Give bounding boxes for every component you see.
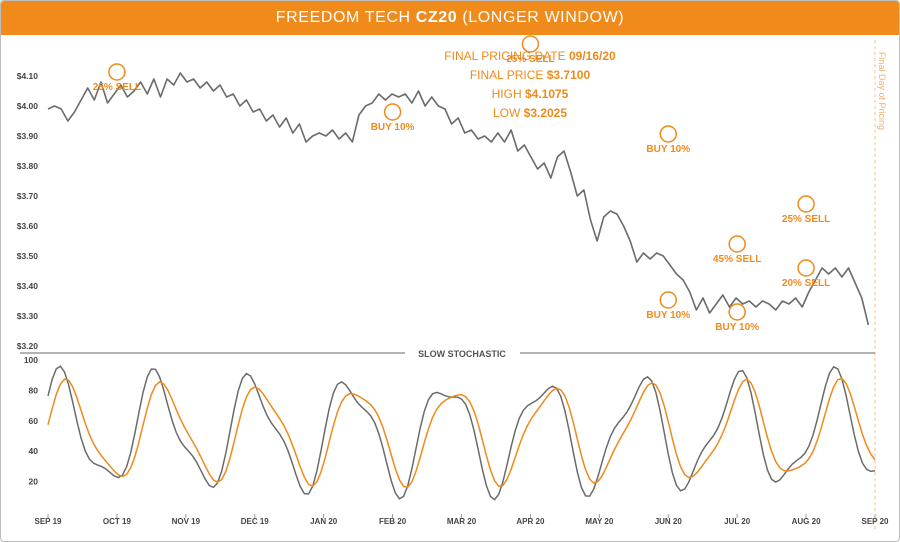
- annotation-label: 45% SELL: [713, 254, 761, 265]
- info-value: $3.7100: [547, 68, 591, 82]
- annotation-label: 25% SELL: [93, 82, 141, 93]
- price-ytick-label: $3.30: [17, 311, 39, 321]
- annotation-marker: [797, 259, 815, 277]
- xtick-label: DEC 19: [241, 517, 270, 526]
- title-ticker: CZ20: [415, 9, 458, 26]
- info-label: LOW: [493, 106, 524, 120]
- stoch-ytick-label: 40: [29, 446, 39, 456]
- title-suffix: (LONGER WINDOW): [457, 9, 625, 26]
- annotation-marker: [659, 291, 677, 309]
- annotation-label: BUY 10%: [371, 122, 415, 133]
- axes: $4.10 $4.00 $3.90 $3.80 $3.70 $3.60 $3.50 $3.40…: [17, 40, 889, 530]
- price-ytick-label: $3.60: [17, 221, 39, 231]
- annotation-label: 20% SELL: [782, 278, 830, 289]
- price-ytick-label: $3.70: [17, 191, 39, 201]
- xtick-label: MAY 20: [585, 517, 614, 526]
- xtick-label: JAN 20: [310, 517, 338, 526]
- annotation-label: 25% SELL: [782, 214, 830, 225]
- price-ytick-label: $3.90: [17, 131, 39, 141]
- stoch-ytick-label: 80: [29, 385, 39, 395]
- annotation-marker: [797, 195, 815, 213]
- price-ytick-label: $4.10: [17, 71, 39, 81]
- annotation-label: BUY 10%: [646, 144, 690, 155]
- price-series: [47, 72, 870, 326]
- price-ytick-label: $3.20: [17, 341, 39, 351]
- price-ytick-label: $3.50: [17, 251, 39, 261]
- stochastic-series: [47, 365, 876, 501]
- xtick-label: APR 20: [516, 517, 545, 526]
- final-day-label: Final Day of Pricing: [877, 52, 887, 130]
- stoch-ytick-label: 20: [29, 477, 39, 487]
- xtick-label: JUN 20: [655, 517, 683, 526]
- stoch-slow-line: [47, 377, 876, 489]
- info-value: $4.1075: [525, 87, 569, 101]
- annotation-marker: [659, 125, 677, 143]
- info-label: FINAL PRICE: [470, 68, 547, 82]
- xtick-label: AUG 20: [792, 517, 821, 526]
- xtick-label: MAR 20: [447, 517, 477, 526]
- stoch-ytick-label: 100: [24, 355, 38, 365]
- price-ytick-label: $3.80: [17, 161, 39, 171]
- chart-title: FREEDOM TECH CZ20 (LONGER WINDOW): [1, 1, 899, 35]
- title-prefix: FREEDOM TECH: [275, 9, 416, 26]
- stoch-ytick-label: 60: [29, 416, 39, 426]
- xtick-label: NOV 19: [172, 517, 201, 526]
- annotation-marker: [383, 103, 402, 121]
- stoch-title: SLOW STOCHASTIC: [418, 349, 506, 359]
- xtick-label: FEB 20: [379, 517, 407, 526]
- price-line: [47, 72, 870, 326]
- xtick-label: OCT 19: [103, 517, 132, 526]
- info-row: LOW $3.2025: [493, 106, 567, 120]
- info-row: HIGH $4.1075: [492, 87, 569, 101]
- annotation-marker: [728, 303, 746, 321]
- trade-annotations: 25% SELL 25% SELL BUY 10% BUY 10% 45% SELL 25…: [93, 35, 830, 333]
- stoch-fast-line: [47, 365, 876, 501]
- price-ytick-label: $4.00: [17, 101, 39, 111]
- xtick-label: SEP 20: [862, 517, 890, 526]
- price-ytick-label: $3.40: [17, 281, 39, 291]
- annotation-label: BUY 10%: [715, 322, 759, 333]
- info-row: FINAL PRICING DATE 09/16/20: [444, 49, 616, 63]
- annotation-marker: [521, 35, 540, 53]
- info-row: FINAL PRICE $3.7100: [470, 68, 591, 82]
- xtick-label: JUL 20: [724, 517, 751, 526]
- annotation-marker: [108, 63, 126, 81]
- info-value: 09/16/20: [569, 49, 616, 63]
- info-box: FINAL PRICING DATE 09/16/20 FINAL PRICE $…: [444, 49, 616, 120]
- annotation-marker: [728, 235, 746, 253]
- xtick-label: SEP 19: [35, 517, 63, 526]
- info-label: HIGH: [492, 87, 525, 101]
- annotation-label: BUY 10%: [646, 310, 690, 321]
- info-label: FINAL PRICING DATE: [444, 49, 569, 63]
- info-value: $3.2025: [524, 106, 568, 120]
- annotation-label: 25% SELL: [506, 54, 554, 65]
